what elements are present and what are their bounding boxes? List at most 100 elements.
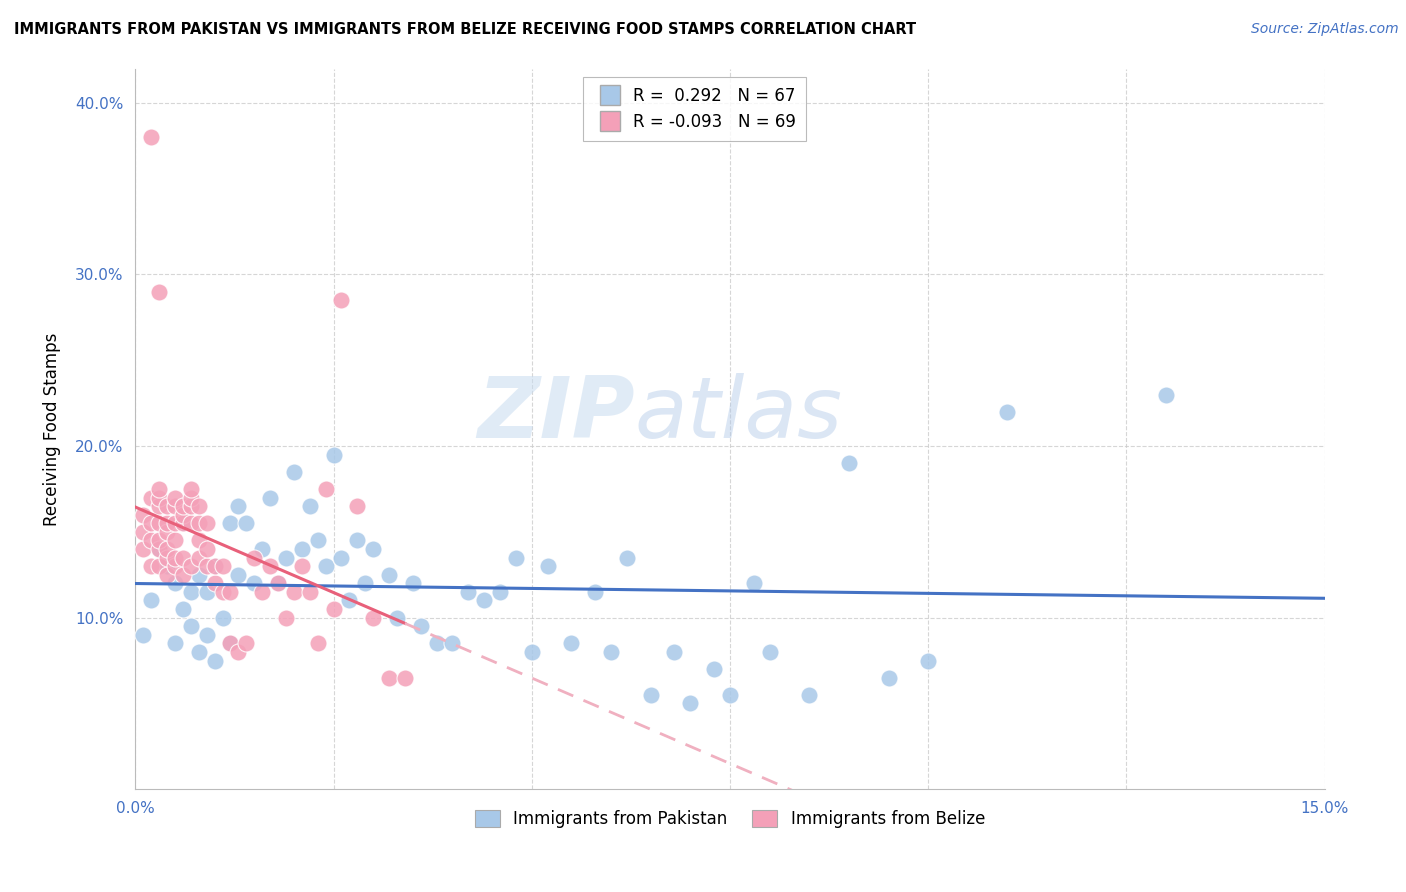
Text: IMMIGRANTS FROM PAKISTAN VS IMMIGRANTS FROM BELIZE RECEIVING FOOD STAMPS CORRELA: IMMIGRANTS FROM PAKISTAN VS IMMIGRANTS F… xyxy=(14,22,917,37)
Point xyxy=(267,576,290,591)
Point xyxy=(283,465,305,479)
Point xyxy=(219,516,242,531)
Point xyxy=(315,559,337,574)
Point xyxy=(172,550,194,565)
Point xyxy=(228,645,250,659)
Point xyxy=(180,619,202,633)
Text: ZIP: ZIP xyxy=(477,373,636,456)
Point xyxy=(148,541,170,556)
Text: atlas: atlas xyxy=(636,373,842,456)
Point xyxy=(243,550,266,565)
Point xyxy=(298,585,321,599)
Point xyxy=(235,636,257,650)
Point xyxy=(339,593,361,607)
Point xyxy=(163,636,186,650)
Point xyxy=(298,499,321,513)
Point xyxy=(132,524,155,539)
Point xyxy=(156,524,179,539)
Point xyxy=(172,602,194,616)
Point xyxy=(148,516,170,531)
Point xyxy=(163,550,186,565)
Point xyxy=(219,636,242,650)
Point xyxy=(742,576,765,591)
Point xyxy=(758,645,780,659)
Point xyxy=(148,559,170,574)
Point xyxy=(156,559,179,574)
Point xyxy=(441,636,464,650)
Point xyxy=(141,130,163,145)
Point xyxy=(679,697,702,711)
Point xyxy=(156,499,179,513)
Point xyxy=(211,585,233,599)
Point xyxy=(148,499,170,513)
Point xyxy=(163,533,186,548)
Point xyxy=(291,541,314,556)
Text: Source: ZipAtlas.com: Source: ZipAtlas.com xyxy=(1251,22,1399,37)
Point xyxy=(219,636,242,650)
Point xyxy=(211,559,233,574)
Point xyxy=(172,567,194,582)
Point xyxy=(799,688,821,702)
Point xyxy=(640,688,662,702)
Point xyxy=(250,585,273,599)
Point xyxy=(664,645,686,659)
Point xyxy=(195,559,218,574)
Point xyxy=(156,541,179,556)
Point xyxy=(520,645,543,659)
Point xyxy=(361,610,384,624)
Point xyxy=(346,499,368,513)
Point xyxy=(402,576,425,591)
Point xyxy=(250,541,273,556)
Point xyxy=(259,559,281,574)
Point xyxy=(187,499,209,513)
Point xyxy=(187,567,209,582)
Point xyxy=(156,550,179,565)
Point xyxy=(322,602,344,616)
Point xyxy=(283,585,305,599)
Point xyxy=(917,653,939,667)
Point xyxy=(211,610,233,624)
Point xyxy=(426,636,449,650)
Point xyxy=(472,593,495,607)
Point xyxy=(291,559,314,574)
Point xyxy=(274,550,297,565)
Point xyxy=(141,559,163,574)
Point xyxy=(195,628,218,642)
Point xyxy=(163,499,186,513)
Point xyxy=(204,559,226,574)
Point xyxy=(163,516,186,531)
Point xyxy=(156,567,179,582)
Point xyxy=(718,688,741,702)
Point xyxy=(195,585,218,599)
Point xyxy=(187,516,209,531)
Point xyxy=(997,405,1019,419)
Point xyxy=(1154,387,1177,401)
Point xyxy=(703,662,725,676)
Point xyxy=(616,550,638,565)
Point xyxy=(187,645,209,659)
Point xyxy=(583,585,606,599)
Point xyxy=(330,293,353,308)
Point xyxy=(141,593,163,607)
Point xyxy=(274,610,297,624)
Point xyxy=(148,541,170,556)
Point xyxy=(132,508,155,522)
Point xyxy=(156,516,179,531)
Point xyxy=(600,645,623,659)
Point xyxy=(361,541,384,556)
Point xyxy=(330,550,353,565)
Point xyxy=(163,491,186,505)
Point xyxy=(838,456,860,470)
Point xyxy=(172,499,194,513)
Point xyxy=(172,516,194,531)
Point xyxy=(148,491,170,505)
Point xyxy=(489,585,512,599)
Point xyxy=(322,448,344,462)
Point xyxy=(228,499,250,513)
Point xyxy=(315,482,337,496)
Point xyxy=(394,671,416,685)
Point xyxy=(228,567,250,582)
Point xyxy=(180,482,202,496)
Point xyxy=(346,533,368,548)
Point xyxy=(180,491,202,505)
